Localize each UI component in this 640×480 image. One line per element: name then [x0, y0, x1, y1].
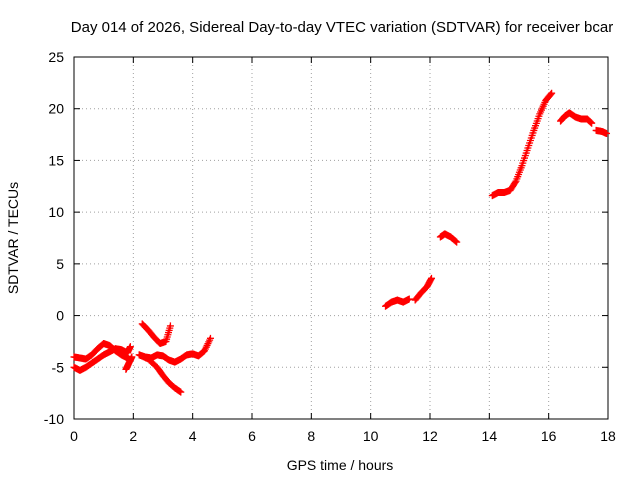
y-tick-label: 10 [48, 204, 64, 220]
series-sat-j [488, 89, 556, 200]
chart-title: Day 014 of 2026, Sidereal Day-to-day VTE… [71, 19, 613, 36]
data-point [548, 89, 556, 97]
series-sat-f [135, 351, 185, 396]
data-point [427, 274, 435, 282]
series-sat-b [70, 343, 134, 374]
y-axis-label: SDTVAR / TECUs [5, 182, 21, 294]
series-sat-g [382, 295, 413, 310]
data-point [452, 237, 460, 245]
series-sat-c [122, 353, 136, 373]
y-tick-label: -5 [52, 359, 65, 375]
plot-frame [73, 56, 609, 420]
series-sat-k [557, 109, 596, 127]
x-tick-label: 0 [70, 428, 78, 444]
x-tick-label: 16 [541, 428, 557, 444]
y-tick-label: -10 [44, 411, 64, 427]
data-point [126, 343, 134, 351]
x-tick-label: 12 [422, 428, 438, 444]
data-point [128, 353, 136, 361]
series-sat-h [411, 274, 435, 304]
data-point [511, 178, 519, 186]
y-tick-label: 5 [56, 256, 64, 272]
data-points [70, 89, 611, 396]
y-tick-label: 20 [48, 101, 64, 117]
y-tick-label: 15 [48, 152, 64, 168]
series-sat-a [70, 339, 134, 364]
data-point [177, 388, 185, 396]
axis-ticks: 0 2 4 6 8 10 12 14 16 18 -10 -5 0 5 10 15 20 25 [44, 49, 616, 444]
data-point [206, 334, 214, 342]
x-axis-label: GPS time / hours [287, 457, 394, 473]
x-tick-label: 8 [307, 428, 315, 444]
x-tick-label: 10 [363, 428, 379, 444]
data-point [453, 238, 461, 246]
x-tick-label: 6 [248, 428, 256, 444]
series-sat-i [436, 230, 461, 246]
x-tick-label: 14 [482, 428, 498, 444]
data-point [588, 119, 596, 127]
data-point [166, 322, 174, 330]
grid-lines [74, 57, 608, 419]
data-point [405, 295, 413, 303]
x-tick-label: 18 [600, 428, 616, 444]
x-tick-label: 4 [189, 428, 197, 444]
y-tick-label: 0 [56, 308, 64, 324]
data-point [547, 90, 555, 98]
y-tick-label: 25 [48, 49, 64, 65]
series-sat-l [592, 126, 611, 138]
series-sat-d [138, 320, 174, 347]
data-point [603, 130, 611, 138]
x-tick-label: 2 [129, 428, 137, 444]
